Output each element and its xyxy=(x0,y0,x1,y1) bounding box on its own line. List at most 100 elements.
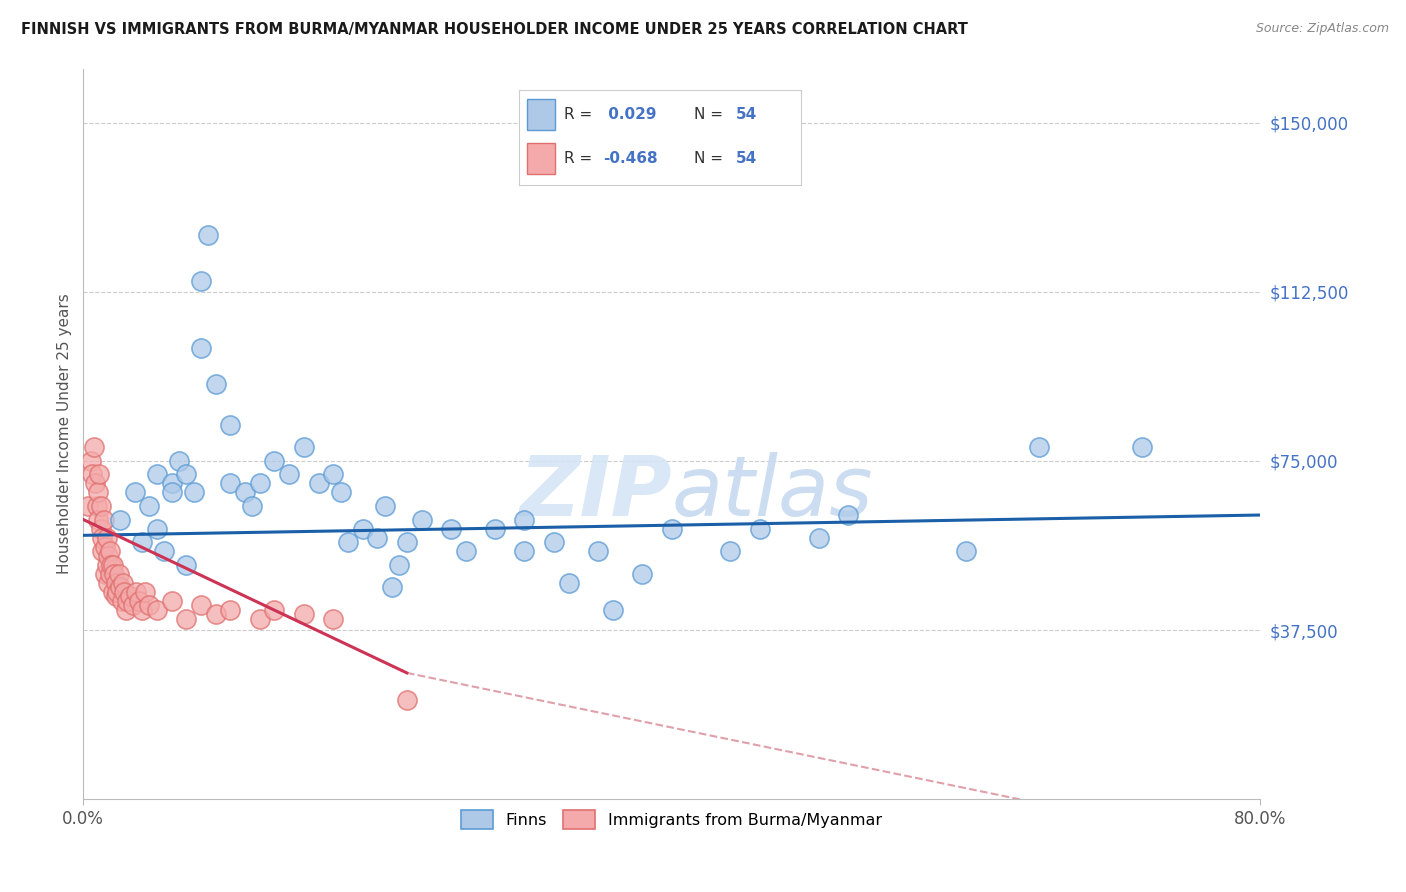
Point xyxy=(263,603,285,617)
Point xyxy=(1130,441,1153,455)
Point xyxy=(87,485,110,500)
Point xyxy=(513,544,536,558)
Point xyxy=(440,522,463,536)
Point xyxy=(107,566,129,581)
Point xyxy=(174,467,197,482)
Point xyxy=(748,522,770,536)
Point xyxy=(103,566,125,581)
Point xyxy=(131,535,153,549)
Point xyxy=(138,599,160,613)
Point xyxy=(105,584,128,599)
Point xyxy=(602,603,624,617)
Point xyxy=(837,508,859,522)
Point xyxy=(94,566,117,581)
Point xyxy=(87,512,110,526)
Point xyxy=(204,607,226,622)
Point xyxy=(718,544,741,558)
Point xyxy=(543,535,565,549)
Point xyxy=(955,544,977,558)
Point xyxy=(557,575,579,590)
Point xyxy=(96,558,118,572)
Point xyxy=(278,467,301,482)
Point xyxy=(98,544,121,558)
Point xyxy=(134,584,156,599)
Point xyxy=(233,485,256,500)
Point xyxy=(104,575,127,590)
Point xyxy=(219,417,242,432)
Point xyxy=(100,558,122,572)
Point xyxy=(190,341,212,355)
Point xyxy=(91,544,114,558)
Point xyxy=(249,476,271,491)
Point xyxy=(124,485,146,500)
Point xyxy=(120,589,142,603)
Point xyxy=(174,558,197,572)
Point xyxy=(146,467,169,482)
Point xyxy=(108,512,131,526)
Point xyxy=(83,441,105,455)
Point xyxy=(98,566,121,581)
Point xyxy=(90,499,112,513)
Point xyxy=(454,544,477,558)
Point xyxy=(84,476,107,491)
Point xyxy=(97,549,120,563)
Point xyxy=(395,693,418,707)
Point xyxy=(131,603,153,617)
Point xyxy=(242,499,264,513)
Point xyxy=(91,531,114,545)
Text: ZIP: ZIP xyxy=(519,452,672,533)
Point xyxy=(89,467,111,482)
Point xyxy=(807,531,830,545)
Point xyxy=(366,531,388,545)
Point xyxy=(153,544,176,558)
Text: atlas: atlas xyxy=(672,452,873,533)
Point xyxy=(292,607,315,622)
Point xyxy=(117,593,139,607)
Point xyxy=(146,522,169,536)
Point xyxy=(174,612,197,626)
Point xyxy=(513,512,536,526)
Point xyxy=(484,522,506,536)
Point xyxy=(122,599,145,613)
Point xyxy=(292,441,315,455)
Point xyxy=(110,593,132,607)
Point xyxy=(204,377,226,392)
Point xyxy=(146,603,169,617)
Point xyxy=(114,584,136,599)
Point xyxy=(374,499,396,513)
Point xyxy=(86,499,108,513)
Point xyxy=(190,273,212,287)
Point xyxy=(128,593,150,607)
Point xyxy=(90,522,112,536)
Point xyxy=(167,454,190,468)
Point xyxy=(381,580,404,594)
Point xyxy=(96,531,118,545)
Point xyxy=(97,575,120,590)
Point xyxy=(197,228,219,243)
Point xyxy=(108,580,131,594)
Point xyxy=(101,558,124,572)
Point xyxy=(111,575,134,590)
Point xyxy=(219,603,242,617)
Point xyxy=(352,522,374,536)
Point xyxy=(160,476,183,491)
Legend: Finns, Immigrants from Burma/Myanmar: Finns, Immigrants from Burma/Myanmar xyxy=(454,804,889,835)
Text: Source: ZipAtlas.com: Source: ZipAtlas.com xyxy=(1256,22,1389,36)
Point xyxy=(82,467,104,482)
Point xyxy=(160,485,183,500)
Point xyxy=(104,589,127,603)
Point xyxy=(395,535,418,549)
Point xyxy=(263,454,285,468)
Point xyxy=(76,499,98,513)
Point xyxy=(101,584,124,599)
Point xyxy=(388,558,411,572)
Y-axis label: Householder Income Under 25 years: Householder Income Under 25 years xyxy=(58,293,72,574)
Point xyxy=(329,485,352,500)
Point xyxy=(337,535,360,549)
Point xyxy=(249,612,271,626)
Point xyxy=(125,584,148,599)
Point xyxy=(322,612,344,626)
Point xyxy=(94,540,117,554)
Point xyxy=(93,512,115,526)
Text: FINNISH VS IMMIGRANTS FROM BURMA/MYANMAR HOUSEHOLDER INCOME UNDER 25 YEARS CORRE: FINNISH VS IMMIGRANTS FROM BURMA/MYANMAR… xyxy=(21,22,967,37)
